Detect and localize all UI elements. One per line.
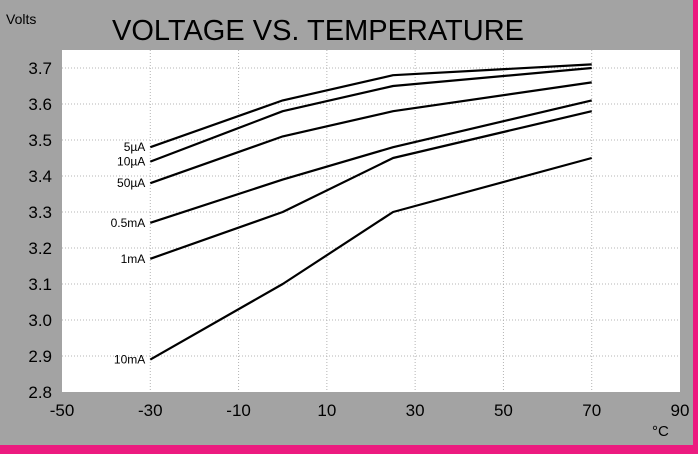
chart-title: VOLTAGE VS. TEMPERATURE: [112, 15, 524, 47]
x-tick-label: -10: [226, 401, 251, 420]
series-line-4: [149, 110, 592, 260]
series-label-2: 50µA: [117, 176, 145, 190]
y-tick-label: 2.9: [28, 347, 52, 366]
x-tick-label: -30: [138, 401, 163, 420]
x-tick-label: 90: [671, 401, 690, 420]
series-line-3: [149, 99, 592, 224]
series-label-4: 1mA: [121, 252, 146, 266]
x-tick-label: 70: [582, 401, 601, 420]
y-tick-label: 3.5: [28, 131, 52, 150]
y-tick-label: 3.4: [28, 167, 52, 186]
grid-lines: [62, 50, 680, 392]
series-label-1: 10µA: [117, 155, 145, 169]
x-tick-labels: -50 -30 -10 10 30 50 70 90: [50, 401, 690, 420]
x-axis-unit: °C: [652, 423, 669, 440]
series-label-3: 0.5mA: [111, 216, 146, 230]
series-line-5: [149, 156, 593, 361]
series-lines: [149, 63, 593, 361]
series-line-2: [149, 81, 592, 185]
series-label-5: 10mA: [114, 353, 145, 367]
y-tick-label: 3.0: [28, 311, 52, 330]
x-tick-label: 30: [406, 401, 425, 420]
y-tick-label: 3.2: [28, 239, 52, 258]
x-tick-label: 10: [317, 401, 336, 420]
series-label-0: 5µA: [124, 140, 146, 154]
y-tick-label: 3.6: [28, 95, 52, 114]
series-line-1: [149, 66, 592, 163]
y-tick-label: 3.1: [28, 275, 52, 294]
series-line-0: [149, 63, 592, 149]
plot-area: [62, 50, 680, 392]
y-tick-label: 3.7: [28, 59, 52, 78]
y-tick-label: 3.3: [28, 203, 52, 222]
y-tick-label: 2.8: [28, 383, 52, 402]
chart-panel: Volts VOLTAGE VS. TEMPERATURE 2.8 2.9 3.0 3…: [0, 0, 693, 445]
y-axis-label: Volts: [6, 11, 36, 27]
voltage-temperature-chart: Volts VOLTAGE VS. TEMPERATURE 2.8 2.9 3.0 3…: [6, 11, 690, 440]
y-tick-labels: 2.8 2.9 3.0 3.1 3.2 3.3 3.4 3.5 3.6 3.7: [28, 59, 52, 402]
x-tick-label: -50: [50, 401, 75, 420]
x-tick-label: 50: [494, 401, 513, 420]
